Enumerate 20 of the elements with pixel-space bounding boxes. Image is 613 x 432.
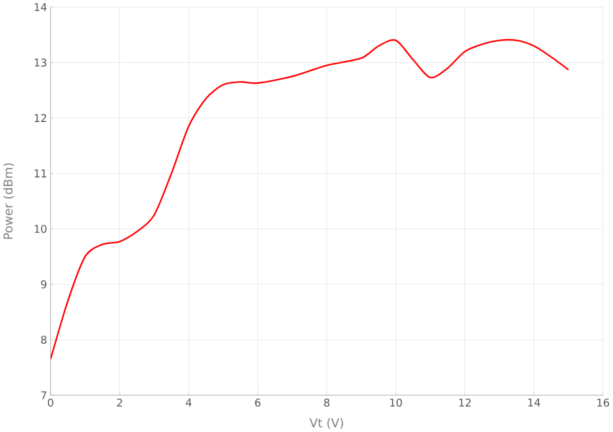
y-tick-label: 13	[34, 58, 46, 67]
line-series	[50, 39, 570, 360]
y-tick-label: 10	[34, 224, 46, 233]
x-tick-label: 16	[597, 398, 610, 407]
x-tick-label: 8	[324, 398, 330, 407]
y-axis-title: Power (dBm)	[3, 163, 14, 239]
y-tick-label: 12	[34, 114, 46, 122]
y-tick-label: 9	[41, 280, 46, 288]
x-axis-title: Vt (V)	[310, 418, 344, 429]
x-tick-label: 14	[528, 398, 540, 406]
x-tick-label: 0	[48, 398, 54, 407]
x-tick-label: 4	[186, 398, 192, 406]
y-tick-label: 14	[34, 3, 47, 11]
x-tick-label: 6	[255, 398, 260, 407]
y-tick-label: 8	[41, 336, 46, 344]
x-tick-label: 10	[390, 398, 402, 407]
x-tick-label: 12	[459, 398, 471, 407]
x-tick-label: 2	[117, 398, 122, 407]
y-tick-label: 11	[34, 170, 46, 178]
y-tick-label: 7	[41, 391, 46, 400]
